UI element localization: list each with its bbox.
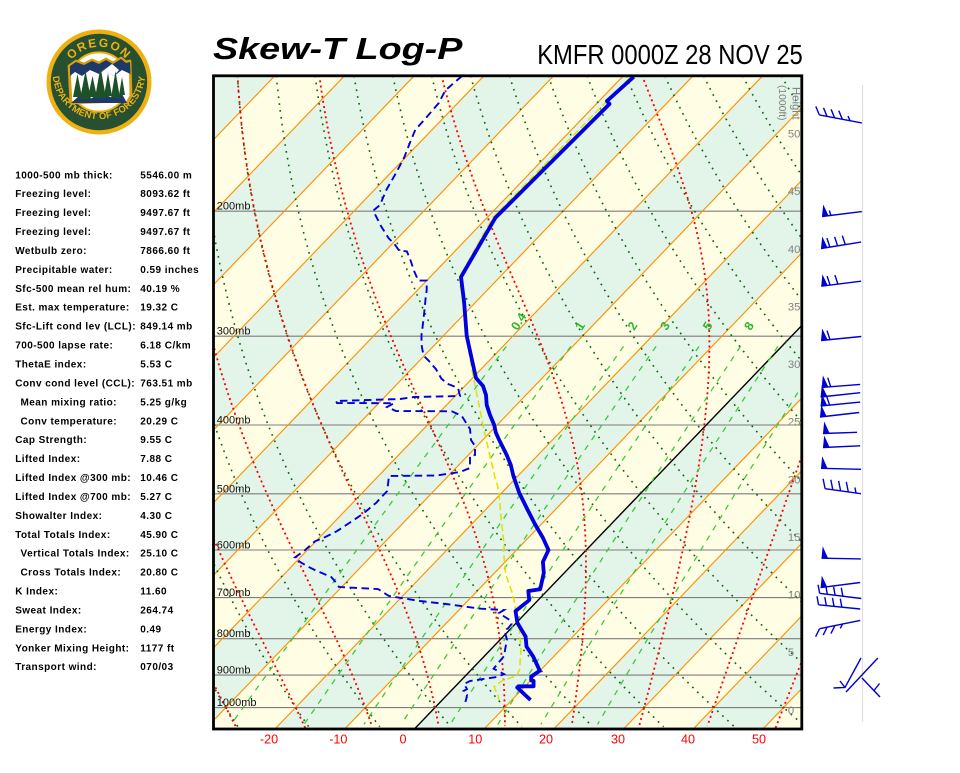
svg-text:4.30 C: 4.30 C bbox=[140, 511, 172, 522]
svg-text:264.74: 264.74 bbox=[140, 606, 173, 617]
svg-text:15: 15 bbox=[788, 532, 801, 544]
svg-text:Sweat Index:: Sweat Index: bbox=[15, 606, 82, 617]
svg-text:40: 40 bbox=[788, 244, 801, 256]
svg-text:Conv cond level (CCL):: Conv cond level (CCL): bbox=[15, 378, 135, 389]
svg-text:700mb: 700mb bbox=[217, 587, 251, 599]
svg-text:Showalter Index:: Showalter Index: bbox=[15, 511, 102, 522]
svg-text:Skew-T Log-P: Skew-T Log-P bbox=[213, 31, 463, 66]
svg-text:11.60: 11.60 bbox=[140, 587, 167, 598]
svg-text:40.19 %: 40.19 % bbox=[140, 284, 180, 295]
svg-text:Total Totals Index:: Total Totals Index: bbox=[15, 530, 110, 541]
svg-text:8093.62 ft: 8093.62 ft bbox=[140, 189, 190, 200]
svg-text:20: 20 bbox=[539, 732, 553, 746]
svg-text:900mb: 900mb bbox=[217, 665, 251, 677]
svg-text:700-500 lapse rate:: 700-500 lapse rate: bbox=[15, 341, 113, 352]
svg-text:7866.60 ft: 7866.60 ft bbox=[140, 246, 190, 257]
svg-text:5: 5 bbox=[788, 647, 794, 659]
svg-text:400mb: 400mb bbox=[217, 415, 251, 427]
svg-text:20.80 C: 20.80 C bbox=[140, 568, 178, 579]
svg-text:19.32 C: 19.32 C bbox=[140, 303, 178, 314]
svg-text:Cap Strength:: Cap Strength: bbox=[15, 435, 87, 446]
svg-text:300mb: 300mb bbox=[217, 326, 251, 338]
svg-text:0: 0 bbox=[788, 705, 794, 717]
svg-text:40: 40 bbox=[681, 732, 695, 746]
svg-text:35: 35 bbox=[788, 301, 801, 313]
svg-text:50: 50 bbox=[752, 732, 766, 746]
svg-text:070/03: 070/03 bbox=[140, 662, 173, 673]
svg-text:45: 45 bbox=[788, 186, 801, 198]
svg-text:5.53 C: 5.53 C bbox=[140, 360, 172, 371]
svg-text:20.29 C: 20.29 C bbox=[140, 416, 178, 427]
svg-text:Height: Height bbox=[790, 87, 802, 121]
svg-text:5.27 C: 5.27 C bbox=[140, 492, 172, 503]
svg-text:25.10 C: 25.10 C bbox=[140, 549, 178, 560]
svg-text:45.90 C: 45.90 C bbox=[140, 530, 178, 541]
svg-text:25: 25 bbox=[788, 417, 801, 429]
svg-text:-10: -10 bbox=[329, 732, 347, 746]
svg-text:849.14 mb: 849.14 mb bbox=[140, 322, 192, 333]
svg-text:Precipitable water:: Precipitable water: bbox=[15, 265, 112, 276]
svg-text:500mb: 500mb bbox=[217, 483, 251, 495]
svg-text:Freezing level:: Freezing level: bbox=[15, 208, 91, 219]
svg-text:763.51 mb: 763.51 mb bbox=[140, 378, 192, 389]
svg-text:Energy Index:: Energy Index: bbox=[15, 624, 87, 635]
svg-text:1000-500 mb thick:: 1000-500 mb thick: bbox=[15, 170, 113, 181]
svg-text:-20: -20 bbox=[260, 732, 278, 746]
svg-text:K Index:: K Index: bbox=[15, 587, 58, 598]
svg-text:Est. max temperature:: Est. max temperature: bbox=[15, 303, 130, 314]
svg-text:Yonker Mixing Height:: Yonker Mixing Height: bbox=[15, 643, 129, 654]
svg-text:600mb: 600mb bbox=[217, 540, 251, 552]
svg-text:Lifted Index:: Lifted Index: bbox=[15, 454, 80, 465]
svg-text:1177 ft: 1177 ft bbox=[140, 643, 175, 654]
svg-text:0.49: 0.49 bbox=[140, 624, 161, 635]
svg-text:10: 10 bbox=[468, 732, 482, 746]
svg-text:6.18 C/km: 6.18 C/km bbox=[140, 341, 191, 352]
svg-text:Lifted Index @700 mb:: Lifted Index @700 mb: bbox=[15, 492, 131, 503]
svg-text:0.59 inches: 0.59 inches bbox=[140, 265, 199, 276]
svg-text:Wetbulb zero:: Wetbulb zero: bbox=[15, 246, 87, 257]
svg-text:0: 0 bbox=[399, 732, 406, 746]
svg-text:Cross Totals Index:: Cross Totals Index: bbox=[21, 568, 122, 579]
svg-text:ThetaE index:: ThetaE index: bbox=[15, 360, 86, 371]
svg-text:20: 20 bbox=[788, 474, 801, 486]
svg-text:1000mb: 1000mb bbox=[217, 697, 257, 709]
svg-text:10.46 C: 10.46 C bbox=[140, 473, 178, 484]
svg-text:50: 50 bbox=[788, 129, 801, 141]
svg-text:10: 10 bbox=[788, 590, 801, 602]
svg-text:Freezing level:: Freezing level: bbox=[15, 227, 91, 238]
svg-text:5.25 g/kg: 5.25 g/kg bbox=[140, 397, 187, 408]
svg-text:Lifted Index @300 mb:: Lifted Index @300 mb: bbox=[15, 473, 131, 484]
svg-text:200mb: 200mb bbox=[217, 201, 251, 213]
svg-text:Transport wind:: Transport wind: bbox=[15, 662, 97, 673]
svg-text:30: 30 bbox=[788, 359, 801, 371]
svg-text:30: 30 bbox=[611, 732, 625, 746]
svg-text:9497.67 ft: 9497.67 ft bbox=[140, 208, 190, 219]
svg-text:KMFR 0000Z 28 NOV 25: KMFR 0000Z 28 NOV 25 bbox=[537, 38, 803, 70]
svg-text:7.88 C: 7.88 C bbox=[140, 454, 172, 465]
svg-text:5546.00 m: 5546.00 m bbox=[140, 170, 192, 181]
svg-text:Sfc-500 mean rel hum:: Sfc-500 mean rel hum: bbox=[15, 284, 131, 295]
svg-text:Vertical Totals Index:: Vertical Totals Index: bbox=[21, 549, 130, 560]
svg-text:Conv temperature:: Conv temperature: bbox=[21, 416, 118, 427]
svg-text:9497.67 ft: 9497.67 ft bbox=[140, 227, 190, 238]
svg-text:Sfc-Lift cond lev (LCL):: Sfc-Lift cond lev (LCL): bbox=[15, 322, 136, 333]
svg-text:9.55 C: 9.55 C bbox=[140, 435, 172, 446]
svg-text:Freezing level:: Freezing level: bbox=[15, 189, 91, 200]
svg-text:800mb: 800mb bbox=[217, 628, 251, 640]
svg-text:Mean mixing ratio:: Mean mixing ratio: bbox=[21, 397, 117, 408]
svg-text:(1000ft): (1000ft) bbox=[776, 85, 787, 121]
